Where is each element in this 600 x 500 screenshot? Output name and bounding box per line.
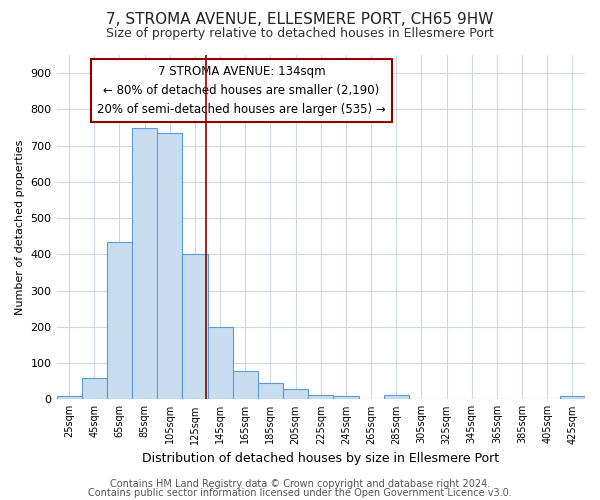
- Y-axis label: Number of detached properties: Number of detached properties: [15, 140, 25, 315]
- X-axis label: Distribution of detached houses by size in Ellesmere Port: Distribution of detached houses by size …: [142, 452, 499, 465]
- Text: Contains HM Land Registry data © Crown copyright and database right 2024.: Contains HM Land Registry data © Crown c…: [110, 479, 490, 489]
- Text: Contains public sector information licensed under the Open Government Licence v3: Contains public sector information licen…: [88, 488, 512, 498]
- Text: 7 STROMA AVENUE: 134sqm
← 80% of detached houses are smaller (2,190)
20% of semi: 7 STROMA AVENUE: 134sqm ← 80% of detache…: [97, 66, 386, 116]
- Bar: [107, 242, 132, 400]
- Bar: [56, 396, 82, 400]
- Bar: [233, 371, 258, 400]
- Bar: [157, 133, 182, 400]
- Bar: [82, 378, 107, 400]
- Bar: [308, 395, 334, 400]
- Text: Size of property relative to detached houses in Ellesmere Port: Size of property relative to detached ho…: [106, 28, 494, 40]
- Bar: [208, 327, 233, 400]
- Bar: [560, 396, 585, 400]
- Bar: [132, 128, 157, 400]
- Bar: [258, 383, 283, 400]
- Bar: [182, 254, 208, 400]
- Text: 7, STROMA AVENUE, ELLESMERE PORT, CH65 9HW: 7, STROMA AVENUE, ELLESMERE PORT, CH65 9…: [106, 12, 494, 28]
- Bar: [283, 389, 308, 400]
- Bar: [383, 395, 409, 400]
- Bar: [334, 396, 359, 400]
